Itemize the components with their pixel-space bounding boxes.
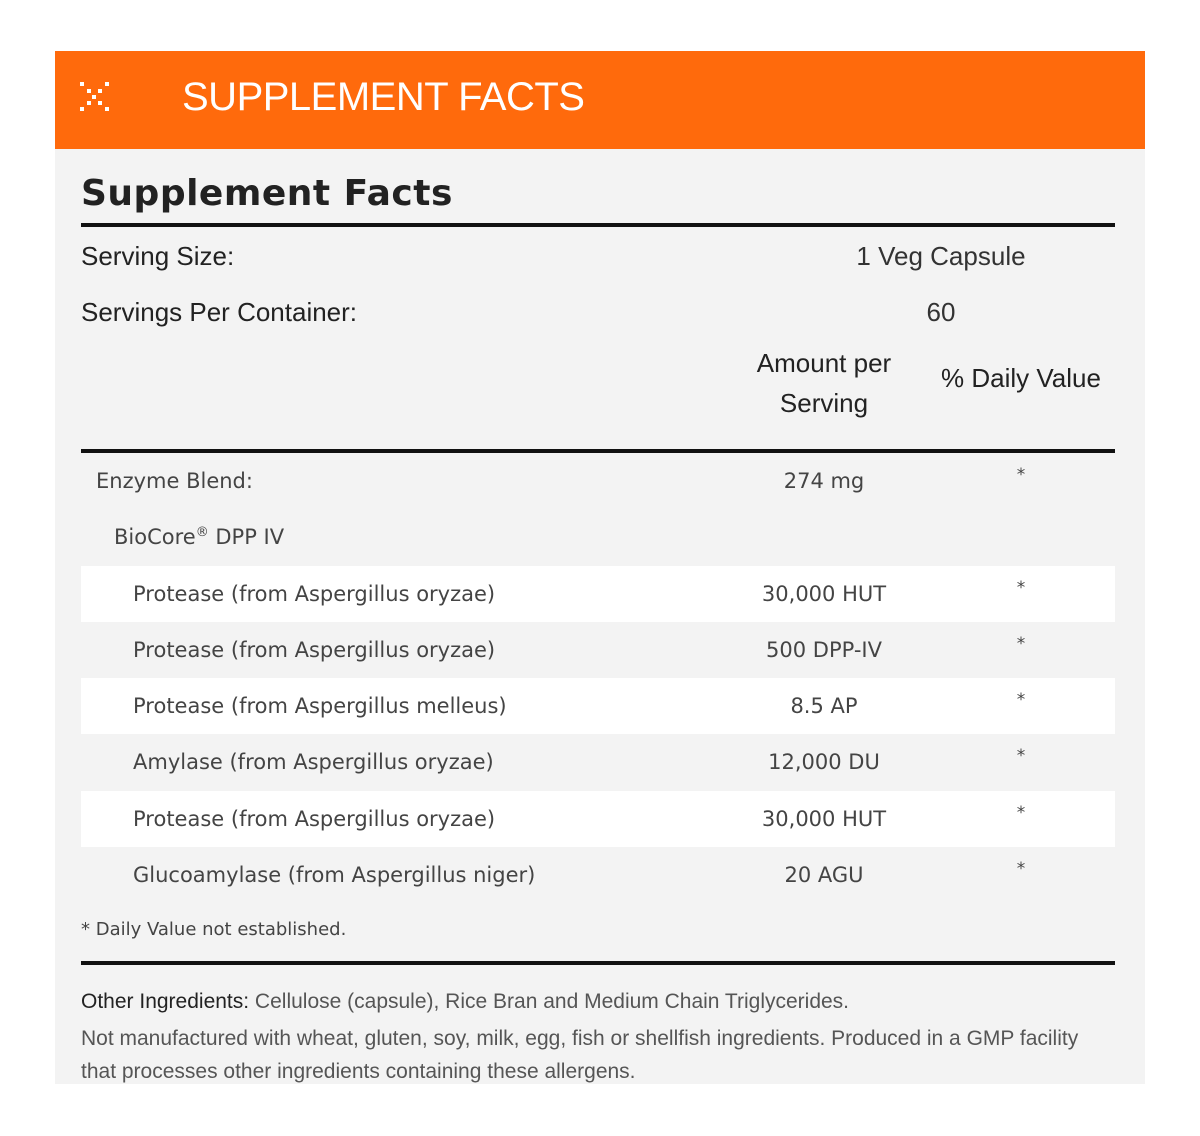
ingredient-amount: 8.5 AP (790, 694, 858, 719)
ingredient-row: Protease (from Aspergillus oryzae) 30,000… (81, 790, 1115, 848)
other-label: Other Ingredients: (81, 990, 250, 1014)
sub-suffix: DPP IV (208, 525, 285, 550)
ingredient-name: Protease (from Aspergillus melleus) (133, 694, 507, 719)
panel-title: Supplement Facts (81, 173, 1115, 227)
serving-size-value: 1 Veg Capsule (856, 241, 1026, 271)
footnote: * Daily Value not established. (81, 919, 1115, 966)
ingredient-dv: * (1016, 577, 1026, 598)
sub-name: BioCore (114, 525, 196, 550)
other-ingredients: Other Ingredients: Cellulose (capsule), … (81, 985, 1115, 1018)
ingredient-dv: * (1016, 746, 1026, 767)
servings-label: Servings Per Container: (81, 297, 358, 327)
allergen-text: Not manufactured with wheat, gluten, soy… (81, 1027, 1079, 1084)
sub-blend-name: BioCore® DPP IV (114, 525, 284, 549)
amount-header: Amount per Serving (741, 343, 907, 423)
ingredient-name: Amylase (from Aspergillus oryzae) (133, 750, 494, 775)
blend-amount: 274 mg (783, 469, 865, 493)
sub-blend-row: BioCore® DPP IV (81, 509, 1115, 565)
dv-header: % Daily Value (941, 363, 1101, 393)
ingredient-name: Glucoamylase (from Aspergillus niger) (133, 863, 536, 888)
ingredient-amount: 500 DPP-IV (766, 637, 882, 662)
ingredient-name: Protease (from Aspergillus oryzae) (133, 637, 496, 662)
ingredient-amount: 30,000 HUT (761, 581, 887, 606)
ingredient-row: Amylase (from Aspergillus oryzae) 12,000 … (81, 734, 1115, 790)
amount-header-line2: Serving (779, 388, 869, 418)
serving-size-row: Serving Size: 1 Veg Capsule (81, 227, 1115, 283)
dots-x-icon (80, 82, 109, 111)
ingredient-name: Protease (from Aspergillus oryzae) (133, 581, 496, 606)
header-title: SUPPLEMENT FACTS (182, 75, 585, 119)
servings-row: Servings Per Container: 60 (81, 283, 1115, 339)
ingredient-dv: * (1016, 690, 1026, 711)
ingredient-row: Protease (from Aspergillus oryzae) 500 DP… (81, 622, 1115, 678)
ingredient-dv: * (1016, 859, 1026, 880)
registered-mark: ® (195, 525, 209, 541)
ingredient-amount: 20 AGU (784, 863, 864, 888)
ingredient-row: Protease (from Aspergillus oryzae) 30,000… (81, 565, 1115, 622)
supplement-facts-card: SUPPLEMENT FACTS Supplement Facts Servin… (55, 51, 1145, 1084)
blend-dv: * (1016, 465, 1026, 485)
servings-value: 60 (926, 297, 956, 327)
ingredient-dv: * (1016, 802, 1026, 823)
header-bar: SUPPLEMENT FACTS (55, 51, 1145, 149)
column-header: Amount per Serving % Daily Value (81, 339, 1115, 453)
ingredient-amount: 30,000 HUT (761, 806, 887, 831)
other-text: Cellulose (capsule), Rice Bran and Mediu… (249, 990, 850, 1014)
blend-row: Enzyme Blend: 274 mg * (81, 453, 1115, 509)
ingredient-row: Glucoamylase (from Aspergillus niger) 20 … (81, 847, 1115, 903)
serving-size-label: Serving Size: (81, 241, 235, 271)
ingredient-row: Protease (from Aspergillus melleus) 8.5 A… (81, 678, 1115, 735)
ingredient-amount: 12,000 DU (768, 750, 880, 775)
ingredient-name: Protease (from Aspergillus oryzae) (133, 806, 496, 831)
blend-name: Enzyme Blend: (96, 469, 253, 493)
ingredient-dv: * (1016, 633, 1026, 654)
amount-header-line1: Amount per (756, 348, 892, 378)
